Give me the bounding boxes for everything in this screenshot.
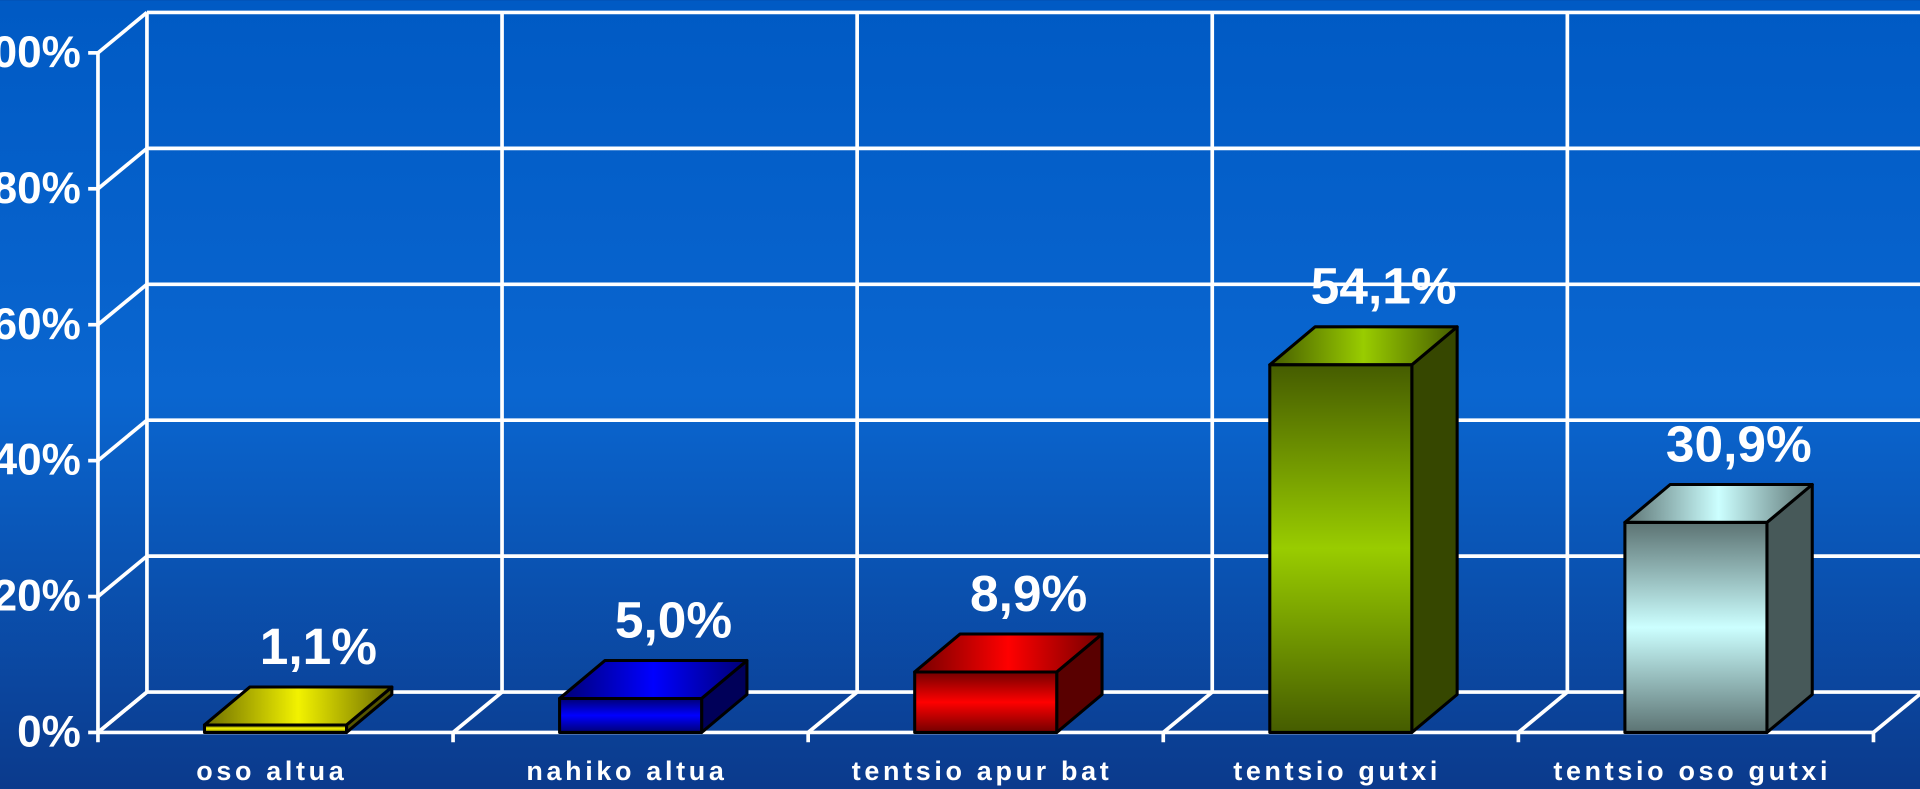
y-tick-label: 0%: [17, 708, 81, 757]
side-grid-line: [96, 418, 149, 463]
data-label: 1,1%: [260, 617, 377, 675]
bar-side: [1765, 482, 1814, 734]
y-tick-label: 80%: [0, 164, 81, 213]
data-label: 8,9%: [970, 564, 1087, 622]
y-tick-label: 40%: [0, 436, 81, 485]
floor-line: [806, 690, 859, 734]
side-grid-line: [96, 11, 149, 55]
y-tick-label: 20%: [0, 572, 81, 621]
x-tick-label: tentsio apur bat: [852, 756, 1113, 786]
y-tick-label: 60%: [0, 300, 81, 349]
data-label: 5,0%: [615, 590, 732, 648]
floor-line: [1517, 690, 1569, 734]
data-label: 54,1%: [1311, 257, 1457, 315]
bar-side: [1410, 325, 1459, 734]
floor-line: [451, 690, 504, 734]
bar: [1623, 520, 1769, 734]
bar: [1268, 363, 1414, 734]
bar: [558, 696, 704, 734]
floor-line: [1872, 691, 1920, 734]
x-tick-label: tentsio gutxi: [1233, 756, 1441, 786]
x-tick-label: oso altua: [196, 756, 347, 786]
side-grid-line: [96, 690, 149, 734]
bar: [202, 723, 349, 734]
side-grid-line: [96, 282, 149, 327]
floor-line: [1162, 690, 1214, 734]
x-tick-label: tentsio oso gutxi: [1553, 756, 1831, 786]
bar: [913, 670, 1059, 734]
data-label: 30,9%: [1666, 414, 1812, 472]
side-grid-line: [96, 554, 149, 598]
y-tick-label: 100%: [0, 28, 81, 77]
x-tick-label: nahiko altua: [526, 756, 727, 786]
side-grid-line: [96, 146, 149, 191]
